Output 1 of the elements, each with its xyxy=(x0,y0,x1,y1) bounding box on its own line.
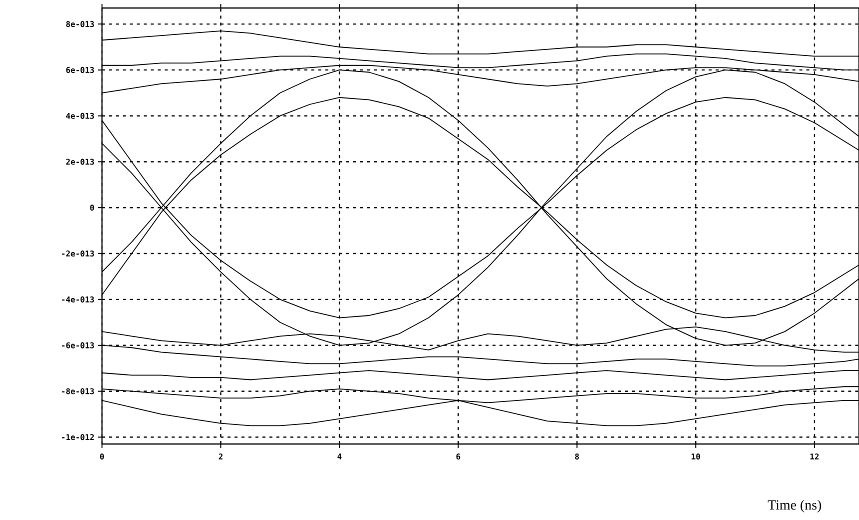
x-axis-title: Time (ns) xyxy=(768,500,822,512)
